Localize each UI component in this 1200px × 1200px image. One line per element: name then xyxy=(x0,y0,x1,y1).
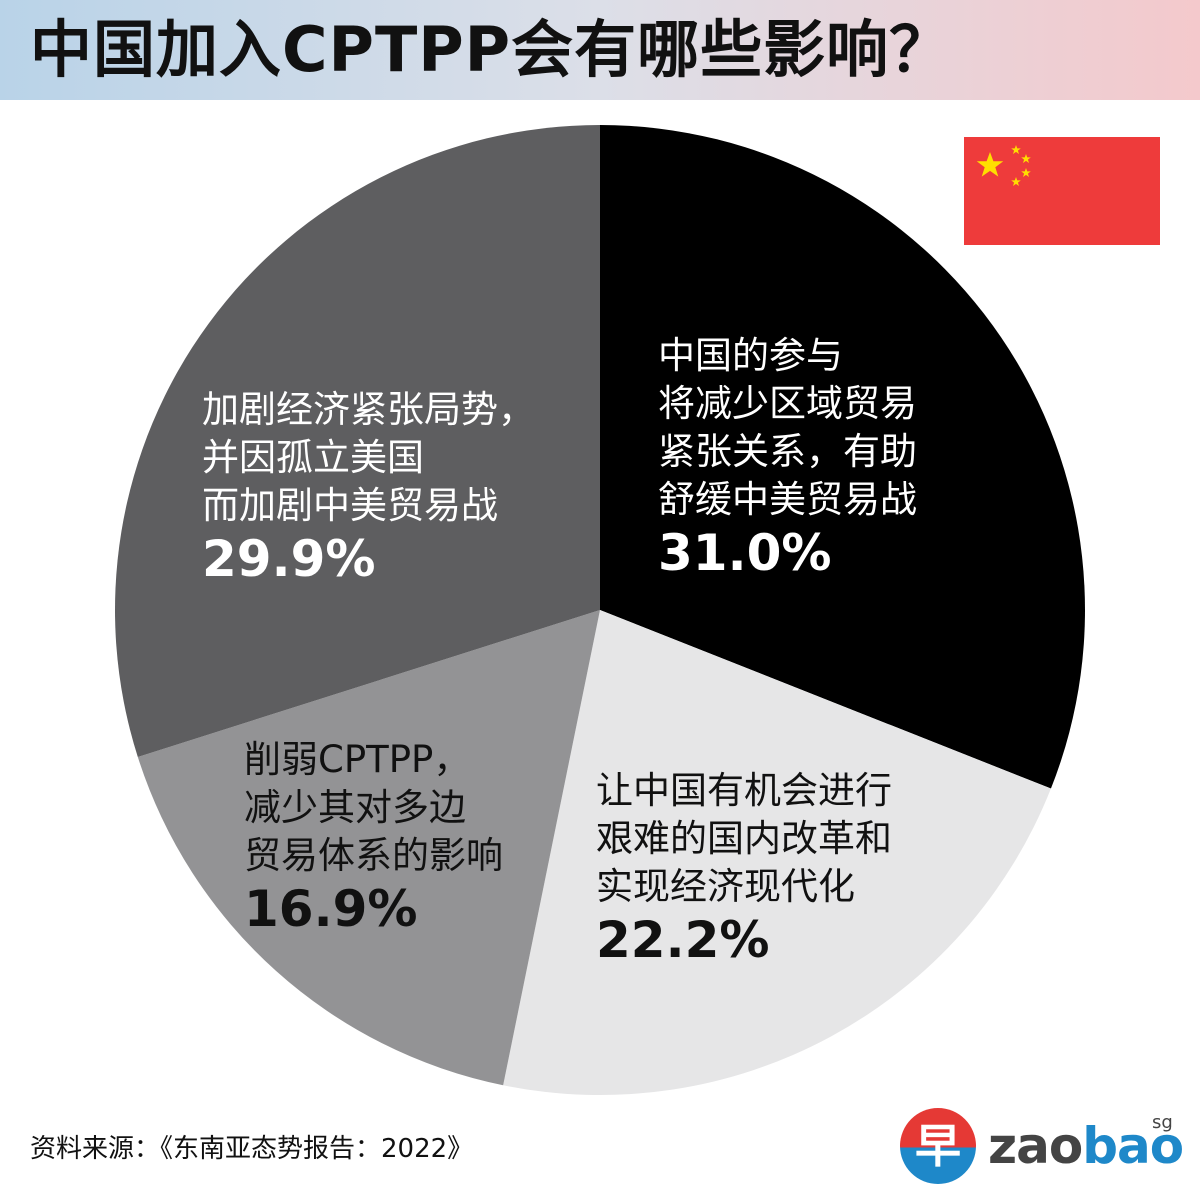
flag-small-star xyxy=(1021,154,1031,163)
slice-label: 将减少区域贸易 xyxy=(658,382,917,425)
title-bar: 中国加入CPTPP会有哪些影响？ xyxy=(0,0,1200,100)
slice-label: 而加剧中美贸易战 xyxy=(202,484,498,527)
pie-slice xyxy=(503,610,1051,1095)
pie-slice xyxy=(115,125,600,757)
wordmark-suffix: sg xyxy=(1152,1112,1173,1133)
flag-large-star xyxy=(976,152,1004,177)
slice-label: 削弱CPTPP， xyxy=(244,738,470,781)
zaobao-wordmark: zaobao xyxy=(988,1117,1184,1175)
slice-value-label: 16.9% xyxy=(244,880,417,938)
wordmark-zao: zao xyxy=(988,1117,1083,1175)
slice-label: 加剧经济紧张局势， xyxy=(202,388,535,431)
slice-label: 舒缓中美贸易战 xyxy=(658,478,917,521)
flag-field xyxy=(964,137,1160,245)
zaobao-logo-mark: 早 xyxy=(900,1108,976,1184)
slice-label: 实现经济现代化 xyxy=(596,865,855,908)
flag-small-star xyxy=(1021,168,1031,177)
slice-value-label: 31.0% xyxy=(658,524,831,582)
source-note: 资料来源：《东南亚态势报告：2022》 xyxy=(30,1134,474,1164)
page-title: 中国加入CPTPP会有哪些影响？ xyxy=(30,13,953,86)
slice-label: 减少其对多边 xyxy=(244,786,466,829)
slice-label: 让中国有机会进行 xyxy=(596,769,892,812)
zaobao-logo: 早 zaobao sg xyxy=(900,1100,1184,1190)
slice-label: 中国的参与 xyxy=(658,334,843,377)
flag-small-star xyxy=(1011,145,1021,154)
slice-value-label: 22.2% xyxy=(596,911,769,969)
slice-value-label: 29.9% xyxy=(202,530,375,588)
flag-small-star xyxy=(1011,177,1021,186)
slice-label: 艰难的国内改革和 xyxy=(596,817,892,860)
china-flag-icon xyxy=(964,137,1160,245)
slice-label: 紧张关系，有助 xyxy=(658,430,917,473)
wordmark-bao: bao xyxy=(1082,1117,1184,1175)
slice-label: 并因孤立美国 xyxy=(202,436,424,479)
pie-slice xyxy=(137,610,600,1086)
slice-label: 贸易体系的影响 xyxy=(244,834,503,877)
pie-slice xyxy=(600,125,1085,789)
